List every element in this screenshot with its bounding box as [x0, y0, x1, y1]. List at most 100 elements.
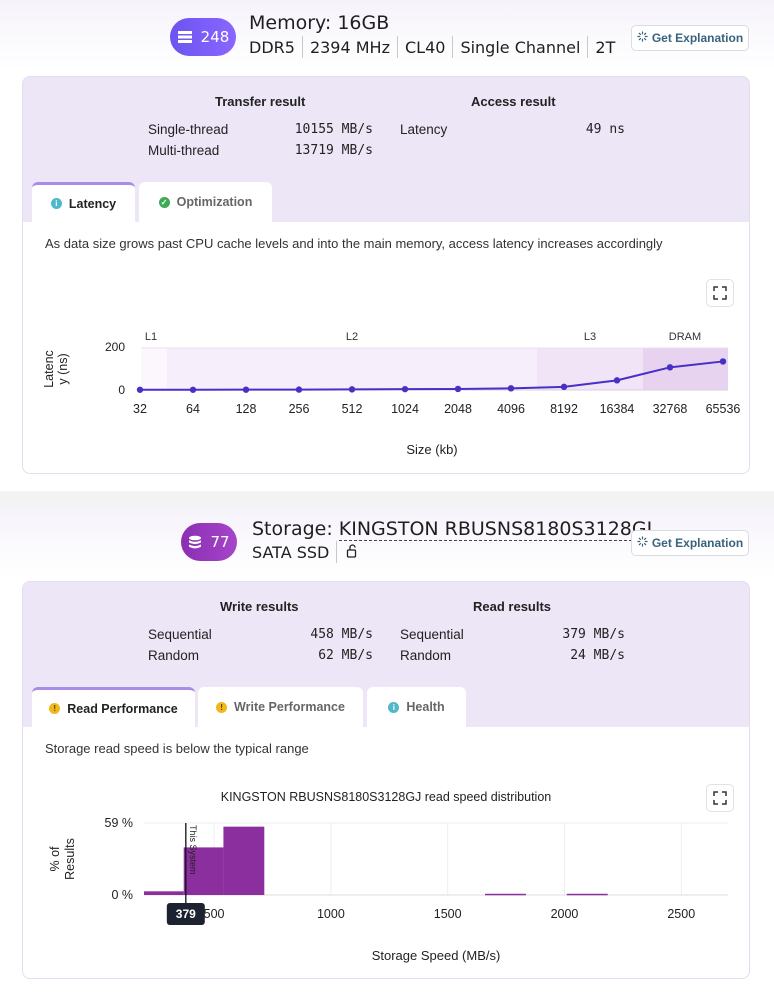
x-tick-label: 8192 — [550, 402, 578, 416]
write-random-value: 62 MB/s — [318, 648, 373, 663]
read-sequential-label: Sequential — [400, 627, 464, 642]
read-random-label: Random — [400, 648, 452, 663]
region-label-l1: L1 — [145, 331, 157, 343]
write-sequential-label: Sequential — [148, 627, 212, 642]
tab-label: Health — [406, 700, 445, 714]
region-label-dram: DRAM — [669, 331, 701, 343]
memory-title: Memory: 16GB — [249, 12, 390, 34]
memory-specs: DDR5 2394 MHz CL40 Single Channel 2T — [249, 36, 615, 58]
data-point[interactable] — [189, 386, 197, 393]
write-random-label: Random — [148, 648, 200, 663]
data-point[interactable] — [401, 385, 409, 393]
data-point[interactable] — [136, 386, 144, 393]
read-sequential-value: 379 MB/s — [562, 627, 625, 642]
memory-spec: 2T — [595, 37, 616, 57]
latency-value: 49 ns — [585, 122, 625, 137]
storage-get-explanation-button[interactable]: Get Explanation — [631, 530, 749, 556]
storage-model-link[interactable]: KINGSTON RBUSNS8180S3128GJ — [338, 518, 653, 541]
marker-readout-box — [166, 903, 205, 925]
x-axis-title: Storage Speed (MB/s) — [372, 948, 501, 963]
multi-thread-label: Multi-thread — [148, 143, 220, 158]
x-tick-label: 500 — [204, 907, 225, 921]
y-tick-label: 59 % — [105, 816, 134, 830]
storage-results-card: Write results Read results Sequential 45… — [22, 581, 750, 979]
x-tick-label: 2048 — [444, 402, 472, 416]
storage-type: SATA SSD — [252, 542, 330, 562]
tab-latency[interactable]: i Latency — [32, 182, 135, 222]
read-random-value: 24 MB/s — [570, 648, 625, 663]
read-performance-panel: Storage read speed is below the typical … — [23, 727, 749, 978]
write-results-title: Write results — [220, 599, 299, 614]
chart-title: KINGSTON RBUSNS8180S3128GJ read speed di… — [221, 790, 552, 804]
storage-title-prefix: Storage: — [252, 518, 339, 540]
x-tick-label: 4096 — [497, 402, 525, 416]
latency-chart: L1 L2 L3 DRAM 200 0 Latency (ns) 32 64 128… — [42, 331, 741, 457]
histogram-bar[interactable] — [144, 891, 184, 895]
check-icon: ✓ — [158, 196, 170, 208]
data-point[interactable] — [348, 386, 356, 393]
x-tick-label: 32768 — [653, 402, 688, 416]
region-l2-bg — [167, 348, 537, 390]
transfer-result-title: Transfer result — [215, 94, 306, 109]
memory-spec: 2394 MHz — [309, 37, 390, 57]
memory-score: 248 — [200, 28, 230, 46]
storage-title: Storage: KINGSTON RBUSNS8180S3128GJ — [252, 518, 653, 541]
x-tick-label: 1000 — [317, 907, 345, 921]
info-icon: i — [50, 198, 62, 209]
tab-read-performance[interactable]: ! Read Performance — [32, 687, 195, 727]
marker-readout-value: 379 — [176, 907, 196, 921]
y-axis-title: Latency (ns) — [42, 350, 70, 388]
y-tick-label: 0 % — [111, 888, 133, 902]
memory-spec: Single Channel — [460, 37, 581, 57]
single-thread-value: 10155 MB/s — [294, 122, 373, 137]
x-tick-label: 1500 — [434, 907, 462, 921]
data-point[interactable] — [507, 385, 515, 392]
data-point[interactable] — [719, 358, 727, 365]
region-label-l3: L3 — [584, 331, 596, 343]
tab-write-performance[interactable]: ! Write Performance — [198, 687, 363, 727]
y-tick-label: 0 — [118, 383, 125, 397]
x-tick-label: 2500 — [667, 907, 695, 921]
data-point[interactable] — [666, 364, 674, 371]
expand-icon — [713, 286, 727, 300]
data-point[interactable] — [560, 383, 568, 391]
storage-specs: SATA SSD — [252, 541, 358, 563]
x-tick-label: 64 — [186, 402, 200, 416]
access-result-title: Access result — [471, 94, 556, 109]
x-tick-label: 16384 — [600, 402, 635, 416]
latency-label: Latency — [400, 122, 448, 137]
tab-label: Write Performance — [234, 700, 345, 714]
data-point[interactable] — [613, 377, 621, 384]
section-divider — [0, 491, 774, 507]
unlock-icon[interactable] — [346, 543, 358, 562]
data-point[interactable] — [454, 385, 462, 393]
loading-spinner-icon — [637, 536, 648, 550]
latency-description: As data size grows past CPU cache levels… — [45, 236, 663, 251]
histogram-bar[interactable] — [223, 826, 265, 895]
x-tick-label: 65536 — [706, 402, 741, 416]
storage-icon — [188, 535, 202, 550]
latency-chart-expand-button[interactable] — [706, 279, 734, 307]
x-tick-label: 256 — [289, 402, 310, 416]
data-point[interactable] — [242, 386, 250, 393]
data-point[interactable] — [295, 386, 303, 393]
memory-get-explanation-button[interactable]: Get Explanation — [631, 25, 749, 51]
x-tick-label: 32 — [133, 402, 147, 416]
warning-icon: ! — [216, 701, 228, 713]
x-tick-label: 2000 — [551, 907, 579, 921]
x-axis-title: Size (kb) — [406, 442, 457, 457]
memory-results-card: Transfer result Access result Single-thr… — [22, 76, 750, 474]
y-axis-title: % ofResults — [48, 838, 77, 880]
write-sequential-value: 458 MB/s — [310, 627, 373, 642]
get-explanation-label: Get Explanation — [651, 31, 744, 45]
tab-optimization[interactable]: ✓ Optimization — [139, 182, 272, 222]
histogram-bar[interactable] — [566, 893, 608, 896]
histogram-bar[interactable] — [485, 893, 526, 896]
histogram-bar[interactable] — [183, 847, 224, 895]
memory-spec: CL40 — [404, 37, 446, 57]
read-results-title: Read results — [473, 599, 552, 614]
tab-label: Optimization — [176, 195, 253, 209]
memory-icon — [177, 30, 193, 44]
histogram-expand-button[interactable] — [706, 784, 734, 812]
tab-health[interactable]: i Health — [367, 687, 466, 727]
